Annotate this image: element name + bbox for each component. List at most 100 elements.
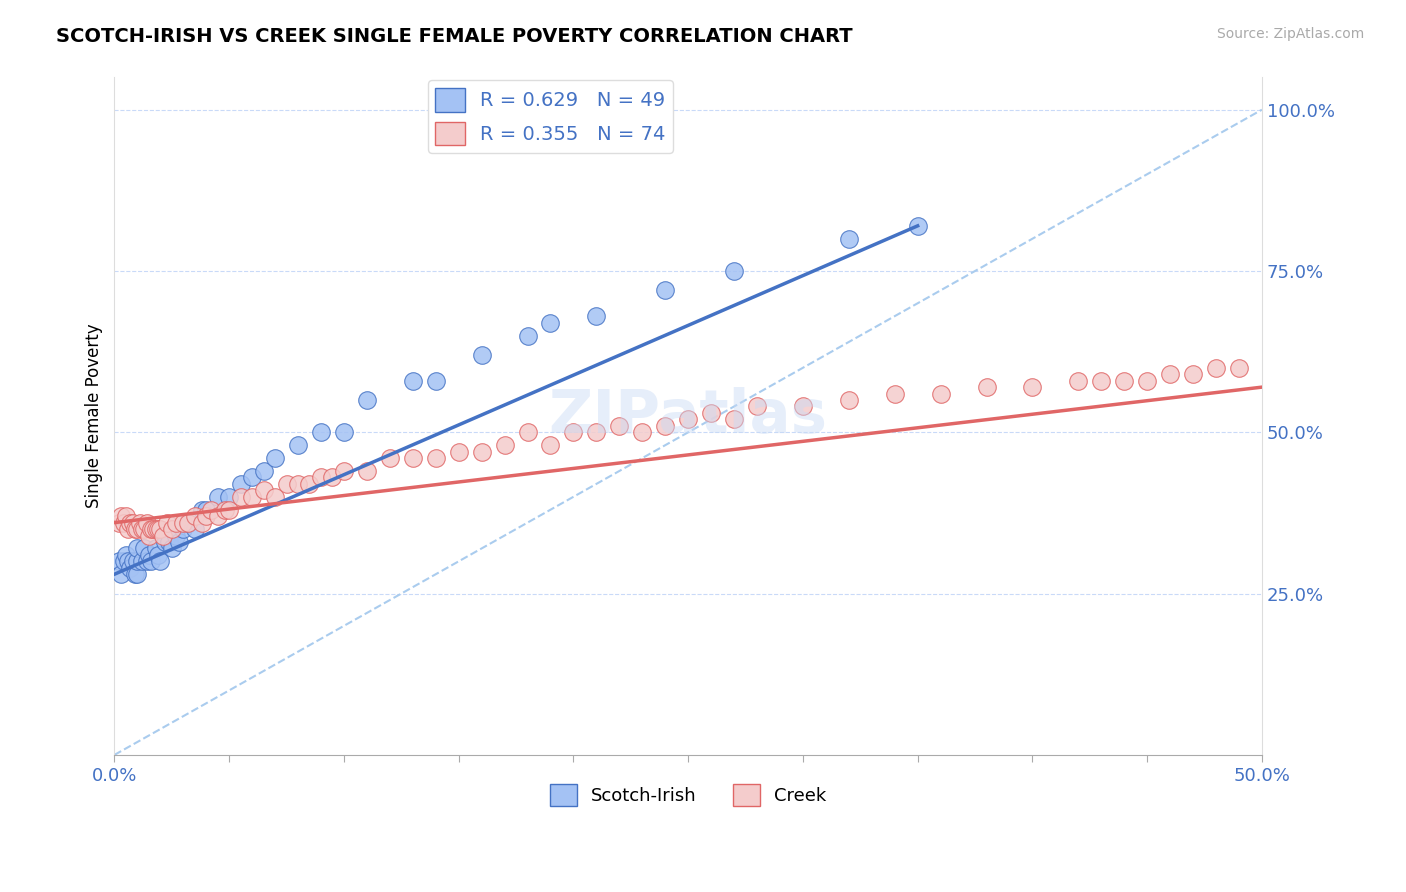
Point bbox=[516, 425, 538, 440]
Point bbox=[172, 516, 194, 530]
Point bbox=[134, 541, 156, 556]
Point bbox=[425, 374, 447, 388]
Point bbox=[309, 470, 332, 484]
Point bbox=[723, 412, 745, 426]
Point bbox=[145, 522, 167, 536]
Point bbox=[654, 418, 676, 433]
Point bbox=[378, 451, 401, 466]
Point bbox=[156, 516, 179, 530]
Point bbox=[585, 309, 607, 323]
Point bbox=[883, 386, 905, 401]
Point bbox=[264, 490, 287, 504]
Point bbox=[287, 438, 309, 452]
Point bbox=[700, 406, 723, 420]
Point bbox=[124, 567, 146, 582]
Point bbox=[425, 451, 447, 466]
Point bbox=[159, 535, 181, 549]
Point bbox=[792, 400, 814, 414]
Point bbox=[1114, 374, 1136, 388]
Point bbox=[207, 509, 229, 524]
Point bbox=[167, 535, 190, 549]
Point bbox=[127, 541, 149, 556]
Point bbox=[540, 316, 562, 330]
Point bbox=[654, 284, 676, 298]
Point bbox=[152, 528, 174, 542]
Point bbox=[110, 567, 132, 582]
Point bbox=[252, 483, 274, 498]
Point bbox=[160, 522, 183, 536]
Point bbox=[585, 425, 607, 440]
Point bbox=[135, 554, 157, 568]
Point bbox=[1159, 368, 1181, 382]
Point bbox=[195, 509, 218, 524]
Point bbox=[516, 328, 538, 343]
Point bbox=[240, 470, 263, 484]
Point bbox=[1182, 368, 1205, 382]
Point bbox=[229, 477, 252, 491]
Point bbox=[110, 509, 132, 524]
Point bbox=[190, 516, 212, 530]
Point bbox=[124, 522, 146, 536]
Point bbox=[1021, 380, 1043, 394]
Point bbox=[117, 554, 139, 568]
Point bbox=[309, 425, 332, 440]
Point bbox=[127, 522, 149, 536]
Point bbox=[120, 561, 142, 575]
Point bbox=[723, 264, 745, 278]
Point bbox=[121, 516, 143, 530]
Point bbox=[165, 516, 187, 530]
Text: SCOTCH-IRISH VS CREEK SINGLE FEMALE POVERTY CORRELATION CHART: SCOTCH-IRISH VS CREEK SINGLE FEMALE POVE… bbox=[56, 27, 853, 45]
Point bbox=[333, 464, 356, 478]
Point bbox=[177, 516, 200, 530]
Point bbox=[138, 548, 160, 562]
Point bbox=[184, 522, 207, 536]
Point bbox=[218, 490, 240, 504]
Point bbox=[562, 425, 585, 440]
Point bbox=[676, 412, 699, 426]
Text: ZIPatlas: ZIPatlas bbox=[548, 386, 828, 446]
Point bbox=[1067, 374, 1090, 388]
Point bbox=[745, 400, 768, 414]
Point bbox=[447, 444, 470, 458]
Point bbox=[146, 548, 169, 562]
Point bbox=[200, 502, 222, 516]
Point bbox=[153, 535, 176, 549]
Point bbox=[976, 380, 998, 394]
Point bbox=[631, 425, 654, 440]
Point bbox=[356, 464, 378, 478]
Point bbox=[838, 392, 860, 407]
Point bbox=[929, 386, 952, 401]
Point bbox=[127, 554, 149, 568]
Point bbox=[131, 554, 153, 568]
Point bbox=[165, 528, 187, 542]
Point bbox=[471, 348, 494, 362]
Point bbox=[276, 477, 298, 491]
Point bbox=[1205, 360, 1227, 375]
Point bbox=[1227, 360, 1250, 375]
Point bbox=[127, 567, 149, 582]
Point bbox=[298, 477, 321, 491]
Point bbox=[218, 502, 240, 516]
Point bbox=[471, 444, 494, 458]
Point bbox=[108, 516, 131, 530]
Point bbox=[142, 522, 165, 536]
Point bbox=[607, 418, 630, 433]
Point bbox=[149, 554, 172, 568]
Point bbox=[160, 541, 183, 556]
Point bbox=[184, 509, 207, 524]
Point bbox=[195, 502, 218, 516]
Point bbox=[131, 522, 153, 536]
Point bbox=[117, 522, 139, 536]
Text: Source: ZipAtlas.com: Source: ZipAtlas.com bbox=[1216, 27, 1364, 41]
Point bbox=[139, 522, 162, 536]
Point bbox=[108, 554, 131, 568]
Point bbox=[207, 490, 229, 504]
Point bbox=[402, 374, 425, 388]
Point bbox=[229, 490, 252, 504]
Point bbox=[838, 232, 860, 246]
Point bbox=[112, 554, 135, 568]
Point bbox=[907, 219, 929, 233]
Point bbox=[240, 490, 263, 504]
Y-axis label: Single Female Poverty: Single Female Poverty bbox=[86, 324, 103, 508]
Point bbox=[149, 522, 172, 536]
